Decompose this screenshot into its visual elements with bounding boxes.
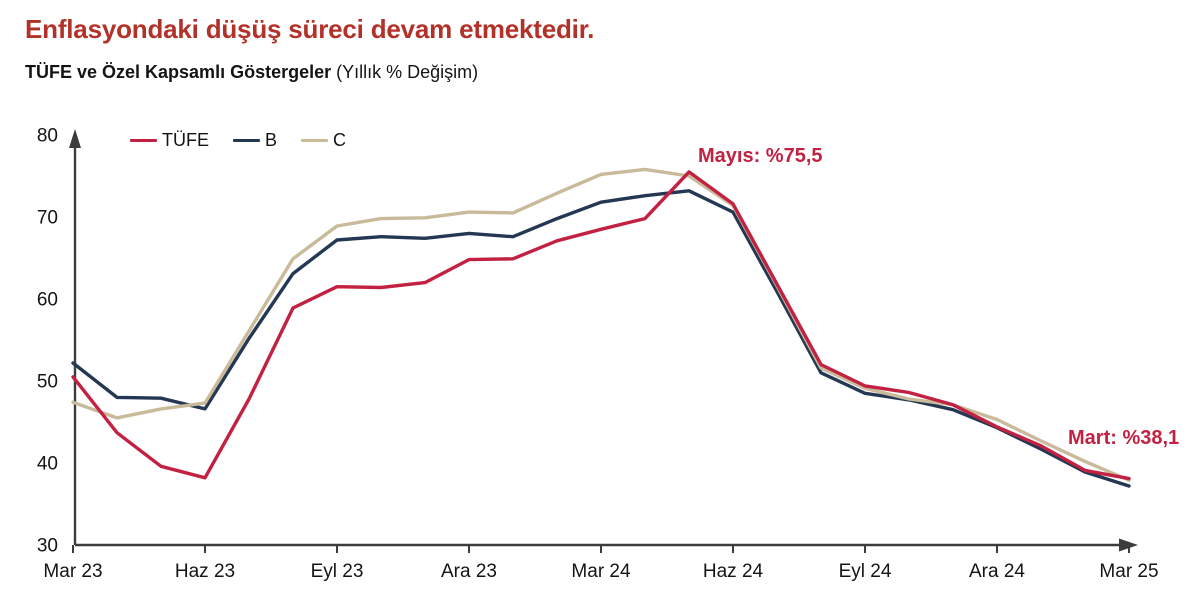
y-tick-label: 80: [37, 126, 58, 147]
x-tick-label: Mar 25: [1099, 561, 1158, 582]
chart-legend: TÜFE B C: [130, 130, 370, 151]
x-tick-label: Eyl 24: [839, 561, 892, 582]
chart-subtitle: TÜFE ve Özel Kapsamlı Göstergeler (Yıllık…: [25, 62, 478, 83]
y-tick-label: 30: [37, 536, 58, 557]
chart-subtitle-unit: (Yıllık % Değişim): [336, 62, 479, 82]
x-tick-label: Haz 24: [703, 561, 764, 582]
y-tick-label: 70: [37, 208, 58, 229]
x-tick-label: Mar 23: [43, 561, 102, 582]
legend-item-c: C: [301, 130, 346, 151]
x-tick-label: Ara 23: [441, 561, 497, 582]
legend-swatch-icon: [130, 138, 157, 143]
page-title: Enflasyondaki düşüş süreci devam etmekte…: [25, 14, 595, 44]
y-tick-label: 50: [37, 372, 58, 393]
y-tick-label: 60: [37, 290, 58, 311]
y-axis-arrow-icon: [69, 129, 81, 148]
x-tick-label: Ara 24: [969, 561, 1025, 582]
x-tick-label: Eyl 23: [311, 561, 364, 582]
legend-label: TÜFE: [162, 130, 209, 150]
x-tick-label: Haz 23: [175, 561, 235, 582]
legend-label: B: [265, 130, 278, 150]
legend-swatch-icon: [233, 138, 260, 143]
legend-label: C: [333, 130, 347, 150]
annotation-latest-value: Mart: %38,1: [1068, 427, 1180, 449]
legend-item-tüfe: TÜFE: [130, 130, 209, 151]
series-line-b: [71, 189, 1131, 488]
legend-item-b: B: [233, 130, 277, 151]
annotation-peak-value: Mayıs: %75,5: [698, 145, 823, 167]
legend-swatch-icon: [301, 138, 329, 143]
x-tick-label: Mar 24: [571, 561, 631, 582]
y-tick-label: 40: [37, 454, 58, 475]
series-line-tüfe: [71, 170, 1131, 481]
chart-subtitle-main: TÜFE ve Özel Kapsamlı Göstergeler: [25, 62, 332, 82]
